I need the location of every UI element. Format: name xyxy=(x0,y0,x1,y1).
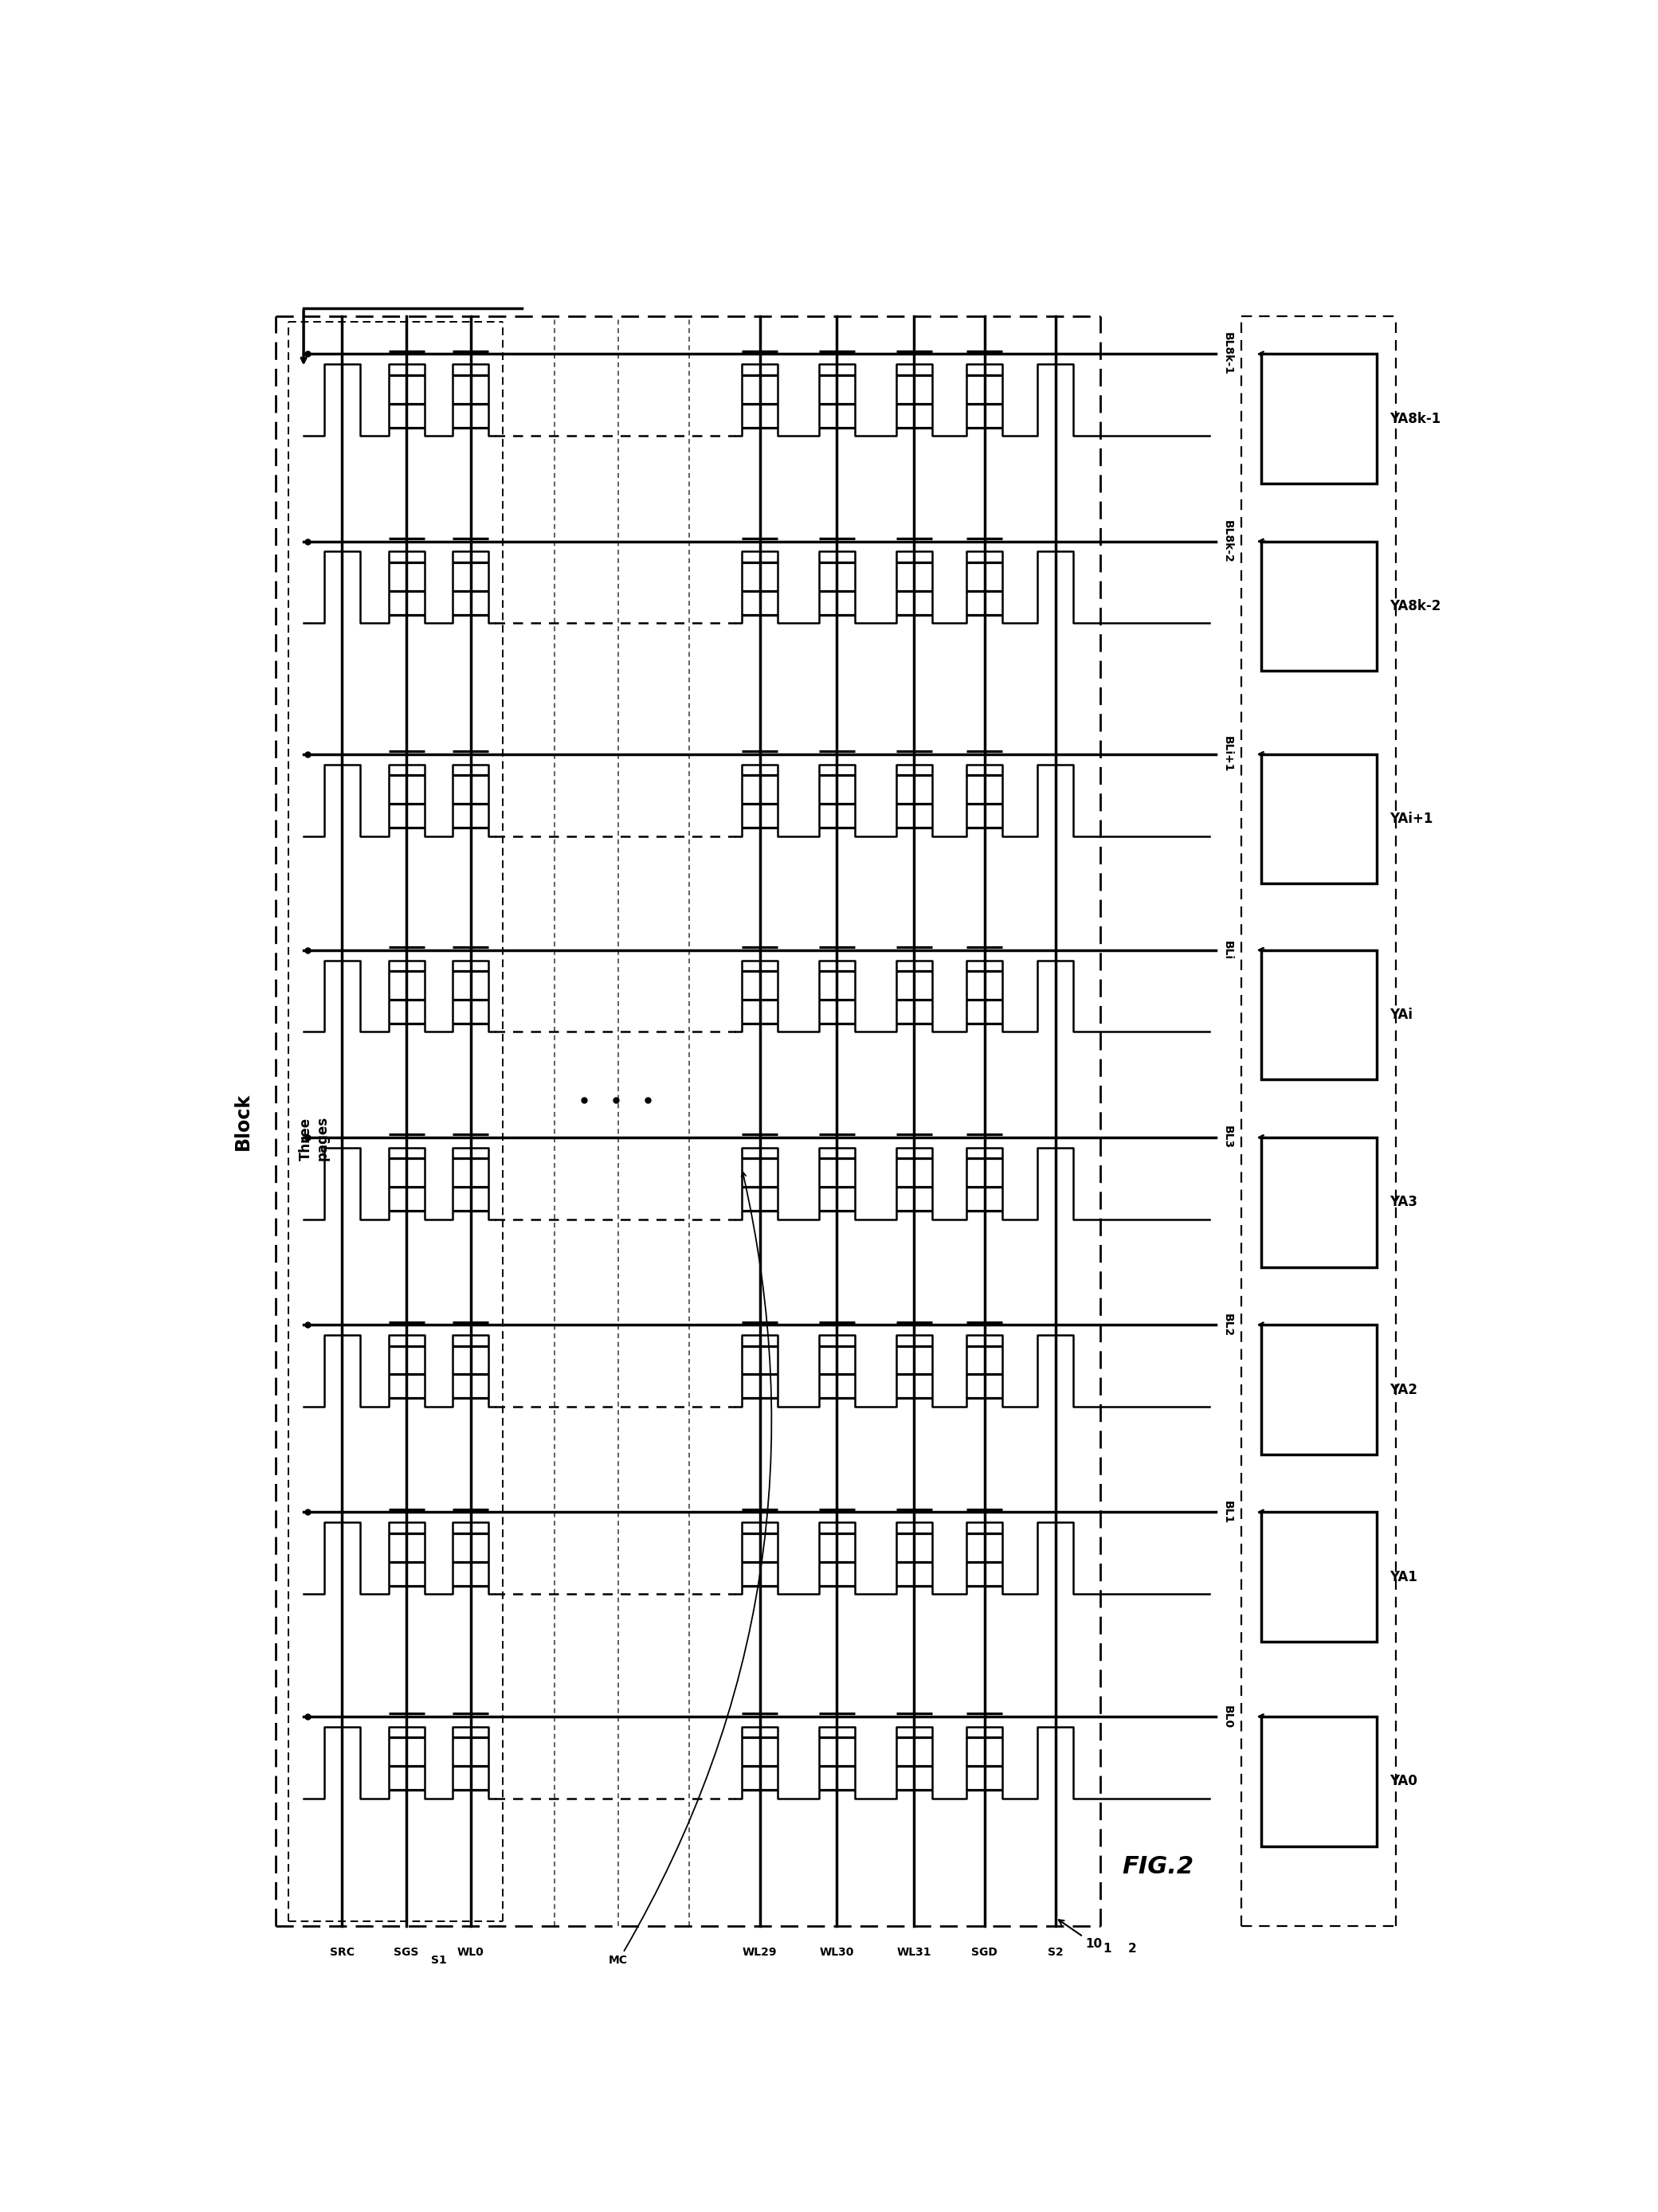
Text: circuit: circuit xyxy=(1302,827,1335,838)
Text: YA1: YA1 xyxy=(1389,1571,1418,1584)
Text: BL8k-1: BL8k-1 xyxy=(1222,332,1234,376)
Text: WL31: WL31 xyxy=(897,1947,932,1958)
Text: Data storage: Data storage xyxy=(1285,586,1353,597)
Text: circuit: circuit xyxy=(1302,1024,1335,1035)
Text: MC: MC xyxy=(608,1172,771,1966)
Text: Data storage: Data storage xyxy=(1285,995,1353,1006)
Text: BL8k-2: BL8k-2 xyxy=(1222,520,1234,562)
Bar xyxy=(1262,354,1376,484)
Text: BLi: BLi xyxy=(1222,940,1234,960)
Text: FIG.2: FIG.2 xyxy=(1122,1856,1194,1878)
Text: circuit: circuit xyxy=(1302,1398,1335,1409)
Text: BL3: BL3 xyxy=(1222,1126,1234,1148)
Text: Data storage: Data storage xyxy=(1285,1369,1353,1380)
Text: YAi+1: YAi+1 xyxy=(1389,812,1433,825)
Text: 1: 1 xyxy=(1103,1942,1111,1955)
Text: BL1: BL1 xyxy=(1222,1500,1234,1524)
Bar xyxy=(1262,542,1376,670)
Text: circuit: circuit xyxy=(1302,1586,1335,1597)
Text: circuit: circuit xyxy=(1302,427,1335,438)
Bar xyxy=(1262,1325,1376,1453)
Text: YA2: YA2 xyxy=(1389,1382,1418,1396)
Text: Data storage: Data storage xyxy=(1285,1557,1353,1568)
Text: Data storage: Data storage xyxy=(1285,1183,1353,1192)
Text: S2: S2 xyxy=(1048,1947,1063,1958)
Bar xyxy=(1262,1137,1376,1267)
Text: WL0: WL0 xyxy=(458,1947,484,1958)
Text: Data storage: Data storage xyxy=(1285,799,1353,810)
Text: YA8k-1: YA8k-1 xyxy=(1389,411,1441,427)
Text: YA3: YA3 xyxy=(1389,1194,1418,1210)
Bar xyxy=(1262,754,1376,885)
Text: 10: 10 xyxy=(1059,1920,1103,1951)
Text: YAi: YAi xyxy=(1389,1009,1413,1022)
Text: SGS: SGS xyxy=(395,1947,419,1958)
Text: Data storage: Data storage xyxy=(1285,400,1353,409)
Text: YA8k-2: YA8k-2 xyxy=(1389,599,1441,613)
Text: SGD: SGD xyxy=(972,1947,998,1958)
Text: WL30: WL30 xyxy=(819,1947,854,1958)
Text: BL2: BL2 xyxy=(1222,1314,1234,1336)
Bar xyxy=(1262,1717,1376,1847)
Text: S1: S1 xyxy=(431,1955,446,1966)
Text: circuit: circuit xyxy=(1302,615,1335,626)
Text: BL0: BL0 xyxy=(1222,1705,1234,1728)
Bar xyxy=(1262,1513,1376,1641)
Text: circuit: circuit xyxy=(1302,1212,1335,1221)
Text: YA0: YA0 xyxy=(1389,1774,1418,1790)
Text: Block: Block xyxy=(234,1093,252,1150)
Text: 2: 2 xyxy=(1127,1942,1137,1955)
Text: WL29: WL29 xyxy=(743,1947,778,1958)
Text: Data storage: Data storage xyxy=(1285,1763,1353,1772)
Text: BLi+1: BLi+1 xyxy=(1222,737,1234,772)
Bar xyxy=(1262,951,1376,1079)
Text: SRC: SRC xyxy=(330,1947,355,1958)
Text: circuit: circuit xyxy=(1302,1790,1335,1801)
Text: Three
pages: Three pages xyxy=(298,1117,330,1161)
